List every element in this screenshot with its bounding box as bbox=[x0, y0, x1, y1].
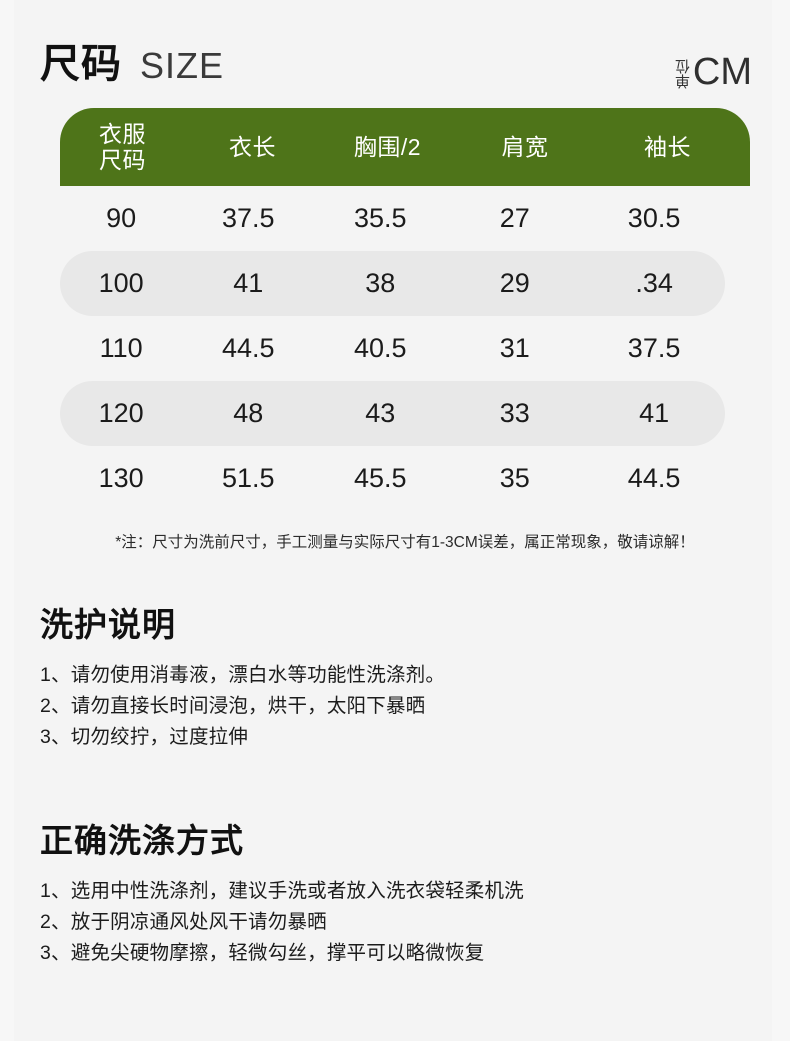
unit-label-group: 单位 CM bbox=[674, 38, 752, 94]
washing-method-section: 正确洗涤方式 1、选用中性洗涤剂，建议手洗或者放入洗衣袋轻柔机洗 2、放于阴凉通风… bbox=[40, 820, 750, 969]
care-instruction-item: 3、切勿绞拧，过度拉伸 bbox=[40, 726, 249, 748]
unit-value: CM bbox=[692, 51, 752, 93]
cell-length: 51.5 bbox=[221, 463, 275, 493]
cell-length: 44.5 bbox=[221, 333, 275, 363]
column-header-size-line1: 衣服 bbox=[99, 121, 146, 147]
cell-bust: 38 bbox=[365, 268, 396, 298]
cell-bust: 35.5 bbox=[353, 203, 407, 233]
cell-size: 110 bbox=[99, 333, 143, 363]
table-row: 120 48 43 33 41 bbox=[60, 381, 725, 446]
column-header-size-line2: 尺码 bbox=[99, 147, 146, 173]
cell-size: 120 bbox=[98, 398, 144, 428]
column-header-length: 衣长 bbox=[229, 134, 276, 160]
cell-shoulder: 27 bbox=[499, 203, 530, 233]
care-instructions-section: 洗护说明 1、请勿使用消毒液，漂白水等功能性洗涤剂。 2、请勿直接长时间浸泡，烘干… bbox=[40, 604, 750, 753]
cell-sleeve: 41 bbox=[639, 398, 670, 428]
page-edge-right bbox=[772, 0, 790, 1041]
cell-length: 48 bbox=[233, 398, 264, 428]
page-title-en: SIZE bbox=[140, 45, 225, 86]
cell-length: 41 bbox=[233, 268, 264, 298]
washing-method-item: 1、选用中性洗涤剂，建议手洗或者放入洗衣袋轻柔机洗 bbox=[40, 880, 524, 902]
cell-bust: 43 bbox=[365, 398, 396, 428]
washing-method-item: 2、放于阴凉通风处风干请勿暴晒 bbox=[40, 911, 327, 933]
column-header-size: 衣服 尺码 bbox=[60, 121, 185, 173]
washing-method-title: 正确洗涤方式 bbox=[40, 822, 244, 859]
cell-sleeve: 30.5 bbox=[627, 203, 681, 233]
cell-sleeve: 44.5 bbox=[627, 463, 681, 493]
cell-shoulder: 35 bbox=[499, 463, 530, 493]
page-title-cn: 尺码 bbox=[40, 42, 122, 86]
washing-method-list: 1、选用中性洗涤剂，建议手洗或者放入洗衣袋轻柔机洗 2、放于阴凉通风处风干请勿暴晒… bbox=[40, 876, 750, 969]
size-table-note: *注：尺寸为洗前尺寸，手工测量与实际尺寸有1-3CM误差，属正常现象，敬请谅解！ bbox=[115, 534, 695, 551]
cell-bust: 45.5 bbox=[353, 463, 407, 493]
cell-sleeve: 37.5 bbox=[627, 333, 681, 363]
table-row: 130 51.5 45.5 35 44.5 bbox=[60, 446, 725, 511]
care-instructions-title: 洗护说明 bbox=[40, 606, 176, 643]
washing-method-item: 3、避免尖硬物摩擦，轻微勾丝，撑平可以略微恢复 bbox=[40, 942, 485, 964]
table-row: 110 44.5 40.5 31 37.5 bbox=[60, 316, 725, 381]
size-table-note-wrap: *注：尺寸为洗前尺寸，手工测量与实际尺寸有1-3CM误差，属正常现象，敬请谅解！ bbox=[60, 511, 750, 567]
size-table: 衣服 尺码 衣长 胸围/2 肩宽 袖长 90 37.5 35.5 27 30.5 100 4… bbox=[60, 108, 750, 567]
unit-label-cn: 单位 bbox=[674, 59, 692, 89]
table-row: 100 41 38 29 .34 bbox=[60, 251, 725, 316]
cell-bust: 40.5 bbox=[353, 333, 407, 363]
page-header: 尺码 SIZE 单位 CM bbox=[0, 38, 790, 96]
size-table-body: 90 37.5 35.5 27 30.5 100 41 38 29 .34 110 44.5 40.5 3… bbox=[60, 186, 750, 511]
page-edge-left bbox=[0, 0, 14, 1041]
cell-sleeve: .34 bbox=[635, 268, 673, 298]
cell-size: 90 bbox=[106, 203, 137, 233]
column-header-bust: 胸围/2 bbox=[353, 134, 422, 160]
cell-size: 100 bbox=[98, 268, 144, 298]
cell-size: 130 bbox=[98, 463, 144, 493]
cell-shoulder: 29 bbox=[499, 268, 530, 298]
cell-length: 37.5 bbox=[221, 203, 275, 233]
cell-shoulder: 33 bbox=[499, 398, 530, 428]
column-header-shoulder: 肩宽 bbox=[501, 134, 549, 160]
care-instruction-item: 2、请勿直接长时间浸泡，烘干，太阳下暴晒 bbox=[40, 695, 426, 717]
size-table-header-row: 衣服 尺码 衣长 胸围/2 肩宽 袖长 bbox=[60, 108, 750, 186]
cell-shoulder: 31 bbox=[499, 333, 530, 363]
column-header-sleeve: 袖长 bbox=[644, 134, 691, 160]
care-instructions-list: 1、请勿使用消毒液，漂白水等功能性洗涤剂。 2、请勿直接长时间浸泡，烘干，太阳下暴… bbox=[40, 660, 750, 753]
care-instruction-item: 1、请勿使用消毒液，漂白水等功能性洗涤剂。 bbox=[40, 664, 446, 686]
table-row: 90 37.5 35.5 27 30.5 bbox=[60, 186, 725, 251]
